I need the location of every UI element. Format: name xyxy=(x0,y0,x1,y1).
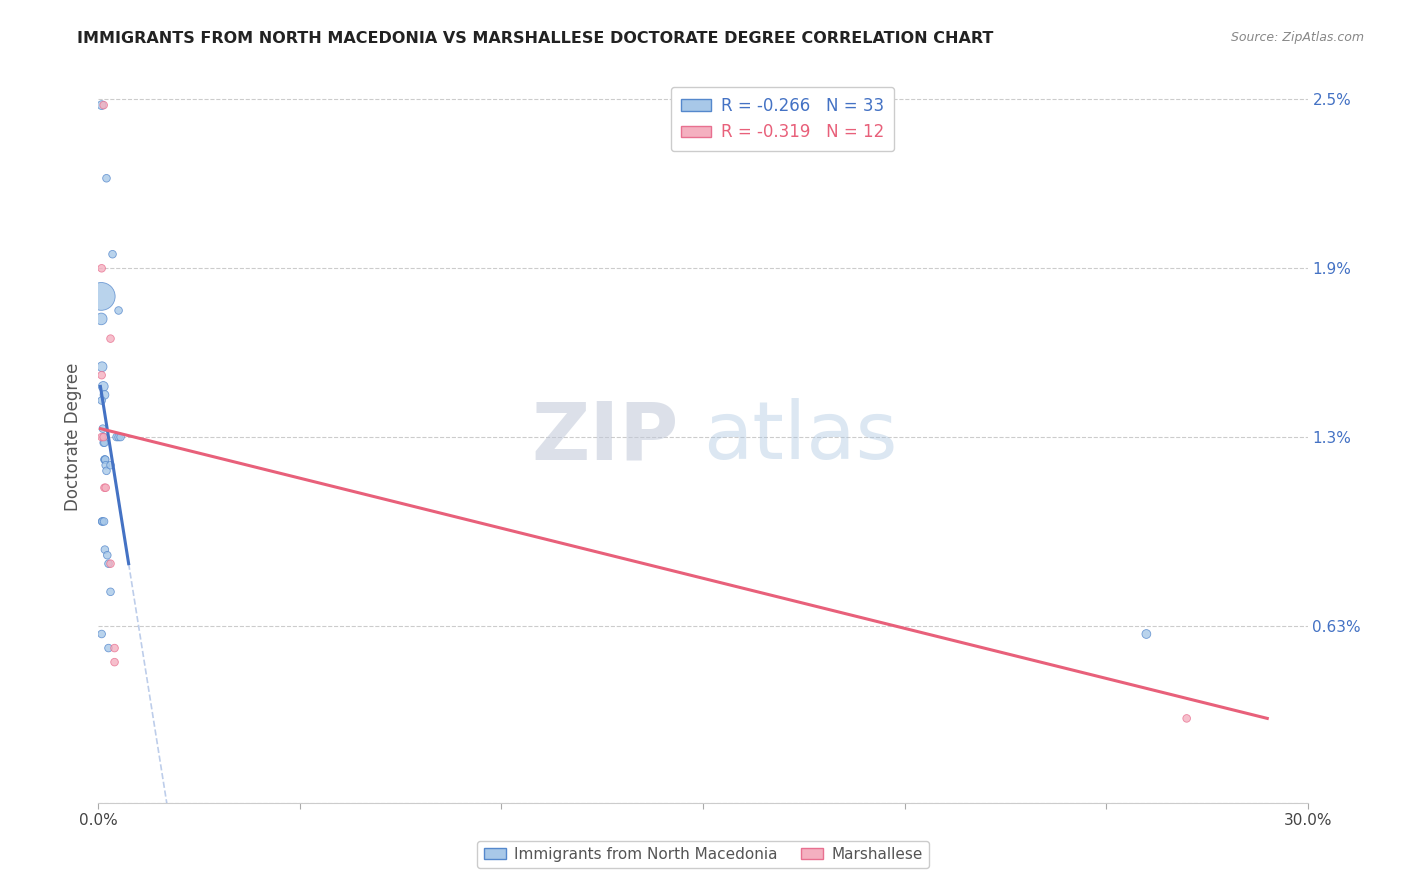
Point xyxy=(91,515,114,529)
Point xyxy=(90,98,112,112)
Point xyxy=(91,379,114,393)
Text: IMMIGRANTS FROM NORTH MACEDONIA VS MARSHALLESE DOCTORATE DEGREE CORRELATION CHAR: IMMIGRANTS FROM NORTH MACEDONIA VS MARSH… xyxy=(77,31,994,46)
Point xyxy=(90,368,112,383)
Point xyxy=(90,393,112,408)
Point xyxy=(91,422,114,436)
Point xyxy=(1135,627,1157,641)
Point xyxy=(91,515,114,529)
Point xyxy=(110,430,132,444)
Point xyxy=(100,584,122,599)
Point xyxy=(90,430,112,444)
Point xyxy=(93,430,115,444)
Point xyxy=(93,98,115,112)
Text: atlas: atlas xyxy=(703,398,897,476)
Point xyxy=(103,641,125,656)
Legend: Immigrants from North Macedonia, Marshallese: Immigrants from North Macedonia, Marshal… xyxy=(478,841,928,868)
Point xyxy=(93,515,115,529)
Point xyxy=(93,430,115,444)
Point xyxy=(93,435,115,450)
Point xyxy=(90,627,112,641)
Point xyxy=(107,303,129,318)
Point xyxy=(100,458,122,473)
Point xyxy=(91,359,114,374)
Point xyxy=(100,557,122,571)
Point xyxy=(1175,711,1198,725)
Point xyxy=(94,458,117,473)
Point xyxy=(93,435,115,450)
Y-axis label: Doctorate Degree: Doctorate Degree xyxy=(65,363,83,511)
Text: ZIP: ZIP xyxy=(531,398,679,476)
Point xyxy=(96,171,118,186)
Point xyxy=(94,481,117,495)
Point xyxy=(93,481,115,495)
Point xyxy=(105,430,128,444)
Point xyxy=(90,261,112,276)
Point xyxy=(93,452,115,467)
Point xyxy=(103,655,125,669)
Point xyxy=(90,289,112,303)
Text: Source: ZipAtlas.com: Source: ZipAtlas.com xyxy=(1230,31,1364,45)
Point xyxy=(96,548,118,562)
Point xyxy=(96,464,118,478)
Point xyxy=(97,557,120,571)
Point xyxy=(107,430,129,444)
Point xyxy=(101,247,124,261)
Point xyxy=(94,452,117,467)
Point xyxy=(94,452,117,467)
Point xyxy=(93,388,115,402)
Point xyxy=(97,641,120,656)
Point xyxy=(100,332,122,346)
Point xyxy=(90,312,112,326)
Point xyxy=(94,542,117,557)
